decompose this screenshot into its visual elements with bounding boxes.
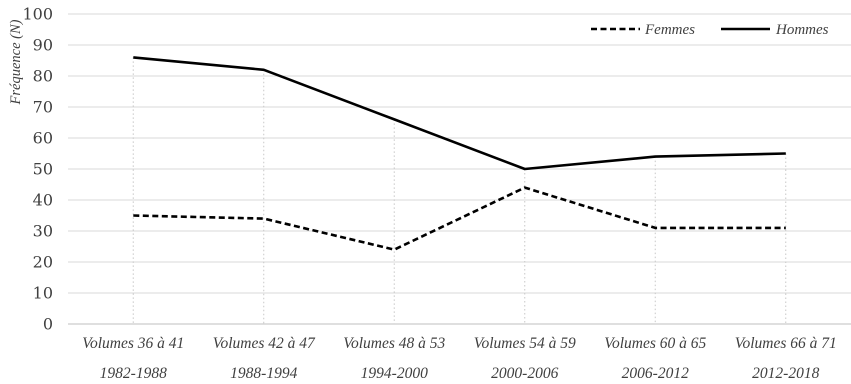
y-tick-label: 90 [33,36,53,55]
y-tick-label: 0 [43,315,53,334]
y-tick-label: 20 [33,253,53,272]
y-tick-label: 100 [22,5,53,24]
y-tick-label: 10 [33,284,53,303]
y-tick-label: 80 [33,67,53,86]
legend-label-hommes: Hommes [775,22,829,38]
y-tick-label: 50 [33,160,53,179]
x-tick-label-volumes: Volumes 36 à 41 [82,335,184,352]
legend-label-femmes: Femmes [644,22,695,38]
x-tick-label-years: 2006-2012 [622,365,689,382]
series-lines [133,56,786,251]
series-line-hommes [133,56,786,171]
y-axis-ticks: 0 10 20 30 40 50 60 70 80 90 100 [22,5,53,334]
x-tick-label-volumes: Volumes 54 à 59 [474,335,576,352]
x-tick-label-volumes: Volumes 42 à 47 [213,335,316,352]
x-tick-label-years: 1994-2000 [361,365,428,382]
y-tick-label: 60 [33,129,53,148]
x-tick-label-years: 1982-1988 [100,365,167,382]
gridlines [68,13,851,325]
x-axis-labels: Volumes 36 à 41 1982-1988 Volumes 42 à 47 1… [82,335,837,382]
x-tick-label-years: 2012-2018 [752,365,819,382]
x-tick-label-years: 2000-2006 [491,365,558,382]
x-tick-label-volumes: Volumes 60 à 65 [604,335,706,352]
y-tick-label: 70 [33,98,53,117]
y-tick-label: 30 [33,222,53,241]
y-tick-label: 40 [33,191,53,210]
legend: Femmes Hommes [591,22,829,38]
x-tick-label-volumes: Volumes 48 à 53 [343,335,445,352]
x-tick-label-volumes: Volumes 66 à 71 [735,335,837,352]
y-axis-label: Fréquence (N) [8,19,24,105]
series-line-femmes [133,186,786,251]
category-guidelines [132,57,787,324]
x-tick-label-years: 1988-1994 [230,365,297,382]
